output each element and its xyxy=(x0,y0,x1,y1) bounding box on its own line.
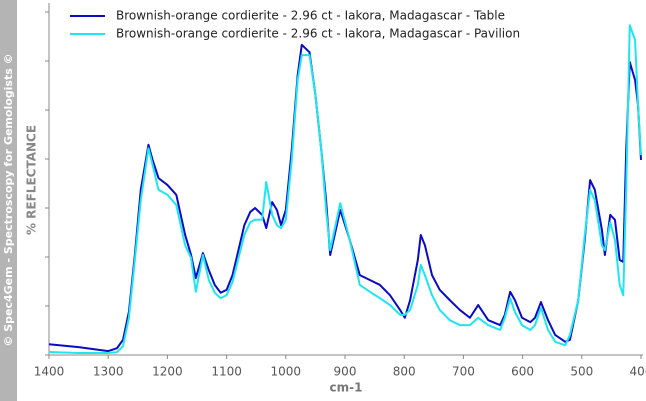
series-line xyxy=(48,24,642,355)
x-tick-label: 1300 xyxy=(93,365,124,379)
x-tick-label: 1400 xyxy=(34,365,65,379)
sidebar-text: © Spec4Gem - Spectroscopy for Gemologist… xyxy=(2,53,15,346)
x-tick-label: 1000 xyxy=(271,365,302,379)
x-axis-label: cm-1 xyxy=(330,381,363,395)
x-tick-label: 900 xyxy=(334,365,357,379)
sidebar xyxy=(0,0,17,401)
x-tick-label: 1200 xyxy=(152,365,183,379)
legend-label: Brownish-orange cordierite - 2.96 ct - I… xyxy=(116,9,505,23)
x-tick-label: 1100 xyxy=(211,365,242,379)
legend-label: Brownish-orange cordierite - 2.96 ct - I… xyxy=(116,27,520,41)
y-axis-label: % REFLECTANCE xyxy=(25,125,39,235)
x-tick-label: 600 xyxy=(511,365,534,379)
series-line xyxy=(48,43,642,353)
x-tick-label: 500 xyxy=(570,365,593,379)
x-tick-label: 700 xyxy=(452,365,475,379)
x-tick-label: 400 xyxy=(630,365,646,379)
x-tick-label: 800 xyxy=(393,365,416,379)
